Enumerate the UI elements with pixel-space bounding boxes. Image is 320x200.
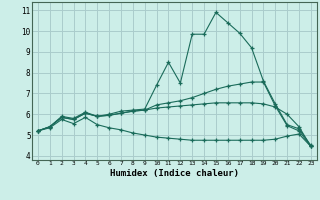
- X-axis label: Humidex (Indice chaleur): Humidex (Indice chaleur): [110, 169, 239, 178]
